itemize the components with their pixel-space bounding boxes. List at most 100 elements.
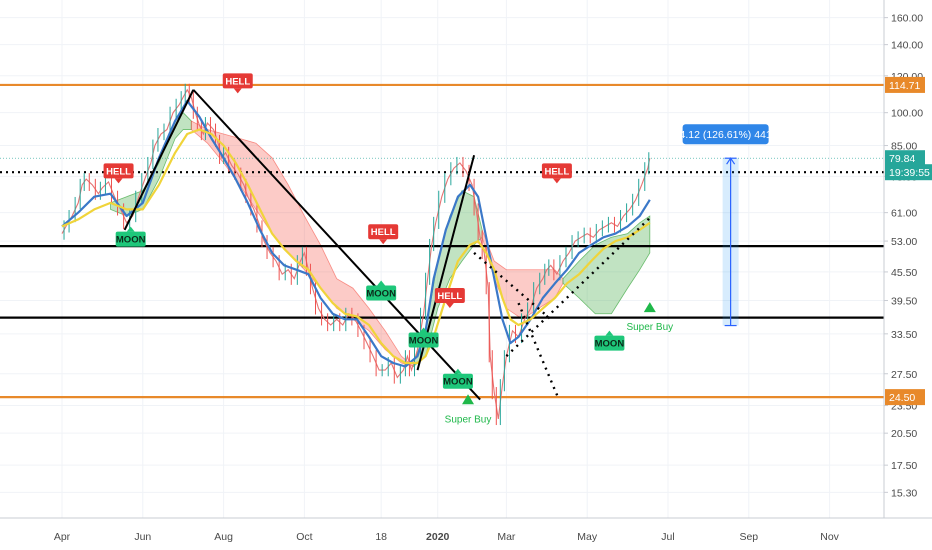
time-tick-label: Jul (661, 531, 674, 543)
price-label-box (885, 389, 925, 406)
time-tick-label: 2020 (426, 531, 450, 543)
price-label-text: 79.84 (889, 153, 915, 165)
signal-text: MOON (409, 335, 439, 346)
price-label-box (885, 76, 925, 93)
price-label-2: 19:39:55 (885, 164, 932, 181)
signal-box (442, 373, 473, 389)
signal-box (103, 163, 134, 179)
signal-text: MOON (443, 377, 473, 388)
signal-hell-5: HELL (434, 287, 465, 308)
price-label-1: 79.84 (885, 150, 925, 167)
signal-pointer (605, 330, 614, 336)
signal-moon-9: MOON (594, 330, 625, 351)
signal-moon-1: MOON (115, 226, 146, 247)
signal-box (222, 73, 253, 89)
price-label-3: 24.50 (885, 389, 925, 406)
signal-pointer (233, 88, 242, 94)
measure-label-box (682, 124, 769, 145)
price-tick-label: 33.50 (891, 329, 917, 341)
signal-box (408, 332, 439, 348)
signal-text: MOON (116, 235, 146, 246)
price-label-text: 24.50 (889, 392, 915, 404)
signal-box (115, 231, 146, 247)
trendline-1 (192, 89, 481, 401)
trendline-0 (123, 89, 195, 231)
moving-averages (61, 99, 651, 368)
signal-box (434, 287, 465, 303)
signal-hell-8: HELL (541, 163, 572, 184)
time-axis-bg (0, 518, 932, 550)
signal-pointer (377, 280, 386, 286)
super-buy-text: Super Buy (626, 322, 673, 333)
price-tick-label: 100.00 (891, 108, 923, 120)
price-tick-label: 140.00 (891, 40, 923, 52)
signal-text: HELL (544, 166, 569, 177)
time-tick-label: Apr (54, 531, 71, 543)
signal-pointer (453, 368, 462, 374)
signal-box (368, 224, 399, 240)
measure-arrow (726, 157, 736, 165)
signal-text: MOON (366, 288, 396, 299)
price-tick-label: 27.50 (891, 369, 917, 381)
time-tick-label: Jun (134, 531, 151, 543)
ma-line-0 (61, 99, 651, 368)
signal-box (541, 163, 572, 179)
price-tick-label: 160.00 (891, 13, 923, 25)
signal-text: HELL (106, 166, 131, 177)
signal-pointer (379, 239, 388, 245)
time-tick-label: Oct (296, 531, 312, 543)
signal-text: HELL (437, 291, 462, 302)
signal-box (366, 285, 397, 301)
price-path (61, 88, 651, 419)
signal-labels: HELL MOON HELL HELL MOON HELL MOON MOON HELL MOON… (103, 73, 673, 425)
signal-pointer (445, 302, 454, 308)
time-axis[interactable]: Apr Jun Aug Oct 18 2020 Mar May Jul Sep Nov (0, 517, 932, 550)
grid-lines (0, 0, 884, 518)
measure-tool[interactable]: 44.12 (126.61%) 4412 (674, 124, 778, 327)
price-label-text: 114.71 (889, 80, 920, 92)
signal-moon-7: MOON (442, 368, 473, 389)
price-label-0: 114.71 (885, 76, 925, 93)
price-tick-label: 61.00 (891, 208, 917, 220)
signal-box (594, 335, 625, 351)
signal-pointer (114, 178, 123, 184)
price-tick-label: 20.50 (891, 428, 917, 440)
super-buy-triangle (462, 394, 475, 405)
trendlines (123, 89, 653, 401)
price-line (61, 83, 651, 426)
trendline-5 (505, 215, 653, 358)
signal-text: HELL (225, 76, 250, 87)
super-buy-text: Super Buy (445, 414, 492, 425)
time-tick-label: Nov (820, 531, 839, 543)
signal-moon-4: MOON (366, 280, 397, 301)
cloud-green-4 (562, 215, 651, 315)
signal-pointer (419, 327, 428, 333)
price-tick-label: 53.00 (891, 236, 917, 248)
price-axis[interactable]: 160.00140.00120.00100.0085.0073.0061.005… (883, 0, 932, 518)
signal-text: HELL (371, 227, 396, 238)
signal-pointer (126, 226, 135, 232)
super-buy-0: Super Buy (445, 394, 492, 425)
price-label-text: 19:39:55 (889, 167, 930, 179)
price-tick-label: 85.00 (891, 141, 917, 153)
price-tick-label: 39.50 (891, 296, 917, 308)
price-tick-label: 45.50 (891, 267, 917, 279)
time-tick-label: Sep (739, 531, 758, 543)
signal-pointer (552, 178, 561, 184)
signal-hell-2: HELL (222, 73, 253, 94)
price-label-box (885, 164, 932, 181)
signal-moon-6: MOON (408, 327, 439, 348)
price-tick-label: 15.30 (891, 487, 917, 499)
ma-line-1 (61, 128, 651, 365)
time-tick-label: Aug (214, 531, 233, 543)
price-tick-label: 17.50 (891, 460, 917, 472)
super-buy-1: Super Buy (626, 302, 673, 333)
time-tick-label: 18 (375, 531, 387, 543)
trendline-3 (473, 251, 552, 321)
measure-label: 44.12 (126.61%) 4412 (674, 129, 778, 141)
price-label-box (885, 150, 925, 167)
super-buy-triangle (643, 302, 656, 313)
signal-hell-0: HELL (103, 163, 134, 184)
